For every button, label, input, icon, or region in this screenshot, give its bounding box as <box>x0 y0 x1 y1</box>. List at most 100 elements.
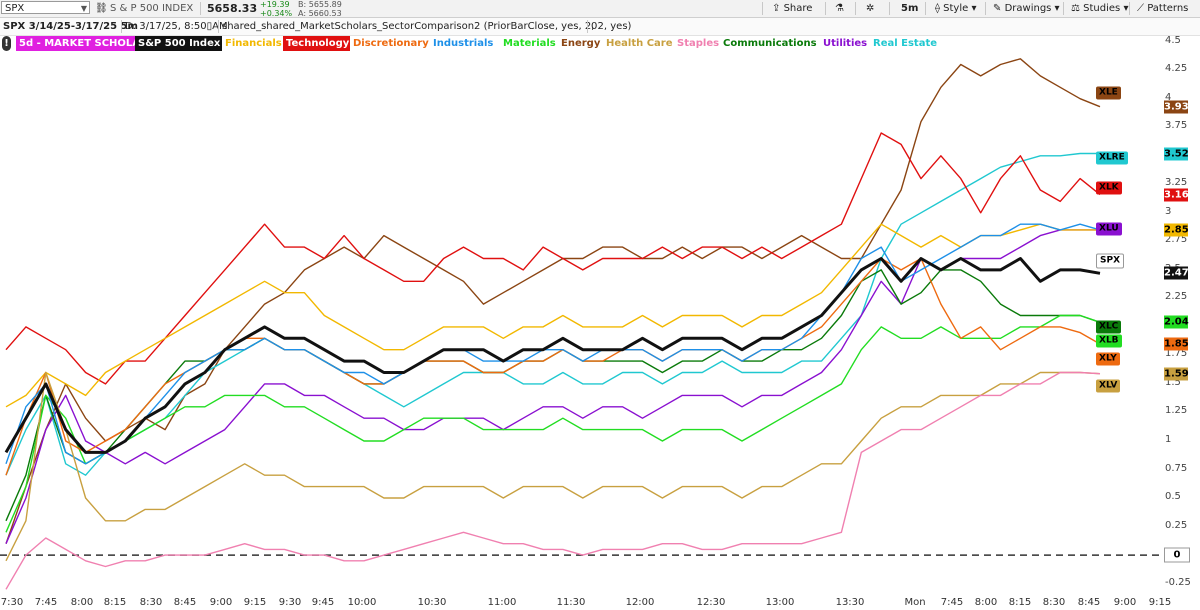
style-icon: ⟠ <box>935 3 940 14</box>
series-end-tag: XLV <box>1096 379 1121 393</box>
axis-value-tag: 1.85 <box>1164 337 1189 351</box>
legend-item[interactable]: 5d - MARKET SCHOLARS <box>16 36 158 51</box>
x-tick-label: Mon <box>904 597 926 608</box>
y-tick-label: 1.5 <box>1165 376 1181 388</box>
pencil-icon: ✎ <box>993 3 1002 14</box>
axis-value-tag: 2.85 <box>1164 223 1189 237</box>
x-tick-label: 9:15 <box>1148 597 1172 608</box>
series-line-xly <box>5 257 1101 476</box>
y-tick-label: 3 <box>1165 205 1172 217</box>
drawings-button[interactable]: ✎ Drawings ▾ <box>993 3 1060 14</box>
series-line-xlk <box>5 132 1101 385</box>
chevron-down-icon[interactable]: ▼ <box>80 4 87 13</box>
price-axis[interactable] <box>1163 36 1200 595</box>
style-button[interactable]: ⟠ Style ▾ <box>935 3 977 14</box>
y-tick-label: 1.75 <box>1165 348 1188 360</box>
legend-item[interactable]: Health Care <box>603 36 676 51</box>
y-tick-label: 0.5 <box>1165 491 1181 503</box>
share-label: Share <box>783 3 813 14</box>
series-line-xlv <box>5 371 1101 562</box>
symbol-input[interactable]: SPX ▼ <box>1 1 90 14</box>
symbol-name: S & P 500 INDEX <box>110 3 194 14</box>
x-tick-label: 8:45 <box>1077 597 1101 608</box>
axis-value-tag: 2.47 <box>1164 266 1189 280</box>
axis-value-tag: 3.93 <box>1164 100 1189 114</box>
series-line-xlf <box>5 223 1100 408</box>
series-line-xlu <box>5 229 1100 544</box>
info-icon[interactable]: ! <box>2 36 11 51</box>
study-info-bar: SPX 3/14/25-3/17/25 5m D: 3/17/25, 8:50▯… <box>0 18 1200 36</box>
x-tick-label: 8:00 <box>70 597 94 608</box>
x-tick-label: 8:15 <box>103 597 127 608</box>
change-abs: +19.39 <box>260 0 290 9</box>
y-tick-label: -0.25 <box>1165 576 1191 588</box>
axis-value-tag: 3.16 <box>1164 188 1189 202</box>
studies-button[interactable]: ⚖ Studies ▾ <box>1071 3 1129 14</box>
symbol-value: SPX <box>5 3 25 14</box>
patterns-button[interactable]: ⟋ Patterns <box>1137 0 1188 17</box>
series-end-tag: XLRE <box>1096 151 1128 165</box>
series-end-tag: XLU <box>1096 222 1122 236</box>
y-tick-label: 3.25 <box>1165 177 1188 189</box>
legend-item[interactable]: Communications <box>720 36 820 51</box>
axis-value-tag: 0 <box>1164 547 1190 563</box>
series-end-tag: XLK <box>1096 181 1122 195</box>
top-toolbar: SPX ▼ ⛓ S & P 500 INDEX 5658.33 +19.39 +… <box>0 0 1200 18</box>
y-tick-label: 2.75 <box>1165 234 1188 246</box>
y-tick-label: 3.75 <box>1165 120 1188 132</box>
legend-item[interactable]: Discretionary <box>350 36 432 51</box>
drawings-label: Drawings <box>1004 3 1052 14</box>
change-pct: +0.34% <box>260 9 293 18</box>
studies-icon: ⚖ <box>1071 3 1080 14</box>
legend-item[interactable]: Real Estate <box>870 36 941 51</box>
legend-item[interactable]: Energy <box>558 36 604 51</box>
y-tick-label: 1 <box>1165 433 1172 445</box>
x-tick-label: 9:30 <box>278 597 302 608</box>
style-label: Style <box>943 3 969 14</box>
x-tick-label: 8:30 <box>1042 597 1066 608</box>
last-price: 5658.33 <box>207 2 258 15</box>
y-tick-label: 4 <box>1165 91 1172 103</box>
x-tick-label: 9:00 <box>209 597 233 608</box>
series-end-tag: XLE <box>1096 86 1121 100</box>
series-line-xli <box>5 223 1101 465</box>
series-end-tag: SPX <box>1096 253 1125 269</box>
x-tick-label: 13:30 <box>835 597 865 608</box>
legend-item[interactable]: Materials <box>500 36 559 51</box>
interval-button[interactable]: 5m <box>901 3 919 14</box>
legend-item[interactable]: Financials <box>222 36 285 51</box>
legend-item[interactable]: Industrials <box>430 36 497 51</box>
patterns-icon: ⟋ <box>1137 3 1144 14</box>
x-tick-label: 9:00 <box>1113 597 1137 608</box>
series-line-xlc <box>5 269 1101 522</box>
legend-item[interactable]: Staples <box>674 36 723 51</box>
share-icon: ⇪ <box>772 3 781 14</box>
series-line-xlp <box>5 371 1101 590</box>
gear-icon[interactable]: ✲ <box>866 3 875 14</box>
legend-item[interactable]: Technology <box>283 36 353 51</box>
legend-item[interactable]: S&P 500 Index <box>135 36 224 51</box>
series-line-xle <box>5 58 1101 544</box>
study-name[interactable]: shared_shared_MarketScholars_SectorCompa… <box>222 21 632 32</box>
x-tick-label: 7:30 <box>0 597 24 608</box>
study-count: 0 <box>591 21 598 32</box>
series-end-tag: XLY <box>1096 352 1120 366</box>
chart-title: SPX 3/14/25-3/17/25 5m <box>3 21 138 32</box>
cursor-date: D: 3/17/25, 8:50▯AM <box>125 21 228 32</box>
y-tick-label: 4.25 <box>1165 63 1188 75</box>
patterns-label: Patterns <box>1147 3 1189 14</box>
axis-value-tag: 1.59 <box>1164 367 1189 381</box>
x-tick-label: 12:30 <box>696 597 726 608</box>
y-tick-label: 4.5 <box>1165 34 1181 46</box>
chart-plot-area[interactable] <box>0 36 1163 595</box>
series-line-spx <box>4 257 1101 454</box>
share-button[interactable]: ⇪ Share <box>772 0 812 17</box>
axis-value-tag: 2.04 <box>1164 315 1189 329</box>
flask-icon[interactable]: ⚗ <box>835 3 844 14</box>
series-end-tag: XLC <box>1096 320 1122 334</box>
bid-price: B: 5655.89 <box>298 0 342 9</box>
y-tick-label: 0.25 <box>1165 519 1188 531</box>
legend-item[interactable]: Utilities <box>820 36 871 51</box>
link-icon[interactable]: ⛓ <box>95 3 108 14</box>
series-end-tag: XLB <box>1096 334 1122 348</box>
